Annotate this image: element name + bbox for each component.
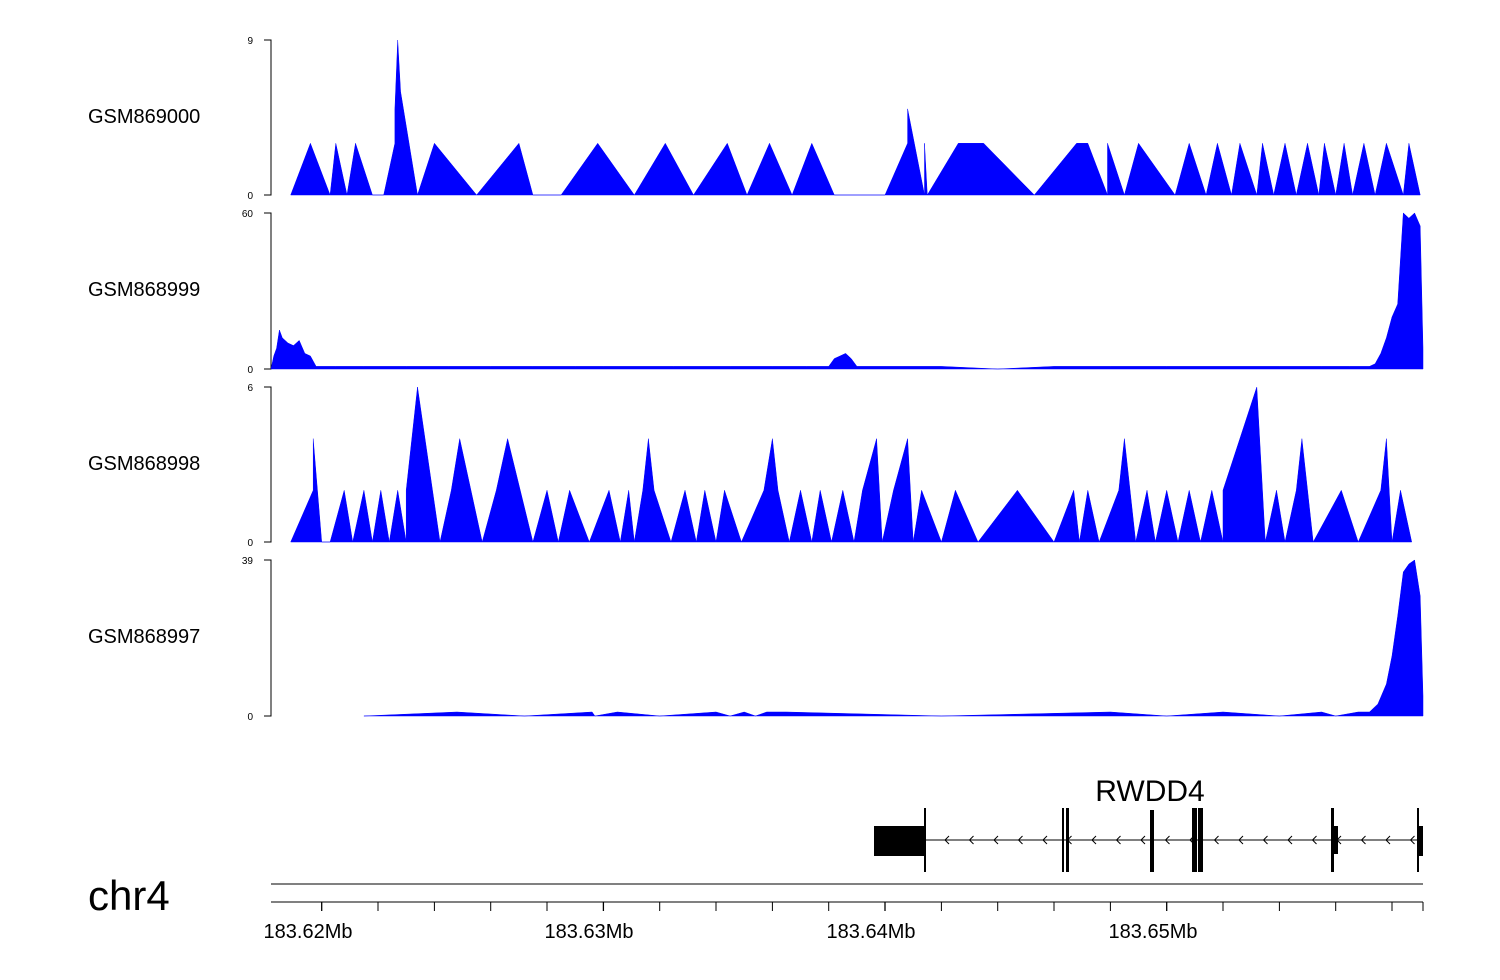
gene-exon bbox=[1331, 808, 1334, 872]
x-tick-label-183-63: 183.63Mb bbox=[545, 921, 634, 943]
y-max-label-gsm868997: 39 bbox=[242, 556, 254, 567]
gene-exon bbox=[1192, 808, 1197, 872]
gene-exon bbox=[1418, 826, 1423, 856]
gene-model bbox=[874, 808, 1423, 872]
strand-chevron bbox=[1385, 835, 1391, 845]
strand-chevron bbox=[1311, 835, 1317, 845]
gene-exon bbox=[1333, 826, 1338, 854]
strand-chevron bbox=[1115, 835, 1121, 845]
track-label-gsm869000: GSM869000 bbox=[88, 106, 200, 128]
strand-chevron bbox=[1140, 835, 1146, 845]
axis-ticks bbox=[321, 902, 1424, 911]
strand-chevron bbox=[1409, 835, 1415, 845]
gene-exon bbox=[1150, 810, 1154, 872]
strand-chevron bbox=[1360, 835, 1366, 845]
signal-area-gsm868999 bbox=[270, 212, 1424, 370]
strand-chevron bbox=[944, 835, 950, 845]
gene-exon bbox=[924, 808, 926, 872]
y-axis-gsm868999 bbox=[264, 212, 272, 370]
strand-chevron bbox=[1091, 835, 1097, 845]
strand-chevron bbox=[1042, 835, 1048, 845]
strand-chevron bbox=[1017, 835, 1023, 845]
y-axis-gsm868997 bbox=[264, 559, 272, 717]
y-min-label-gsm868998: 0 bbox=[247, 538, 253, 549]
y-min-label-gsm868997: 0 bbox=[247, 712, 253, 723]
gene-exon bbox=[1062, 808, 1064, 872]
signal-area-gsm869000 bbox=[290, 39, 1421, 196]
track-label-gsm868997: GSM868997 bbox=[88, 626, 200, 648]
strand-chevron bbox=[993, 835, 999, 845]
strand-chevron bbox=[1287, 835, 1293, 845]
gene-exon bbox=[1066, 808, 1069, 872]
signal-tracks bbox=[264, 39, 1424, 717]
y-axis-gsm869000 bbox=[264, 39, 272, 196]
strand-chevron bbox=[1262, 835, 1268, 845]
gene-exon bbox=[874, 826, 924, 856]
x-tick-label-183-62: 183.62Mb bbox=[264, 921, 353, 943]
y-max-label-gsm868998: 6 bbox=[247, 383, 253, 394]
strand-chevron bbox=[968, 835, 974, 845]
gene-exon bbox=[1198, 808, 1203, 872]
y-max-label-gsm868999: 60 bbox=[242, 209, 254, 220]
y-max-label-gsm869000: 9 bbox=[247, 36, 253, 47]
signal-area-gsm868998 bbox=[290, 386, 1413, 543]
track-label-gsm868999: GSM868999 bbox=[88, 279, 200, 301]
x-tick-label-183-64: 183.64Mb bbox=[827, 921, 916, 943]
signal-area-gsm868997 bbox=[363, 559, 1424, 717]
y-min-label-gsm869000: 0 bbox=[247, 191, 253, 202]
x-tick-label-183-65: 183.65Mb bbox=[1109, 921, 1198, 943]
strand-chevron bbox=[1164, 835, 1170, 845]
gene-label: RWDD4 bbox=[1095, 775, 1204, 808]
y-axis-gsm868998 bbox=[264, 386, 272, 543]
strand-chevron bbox=[1238, 835, 1244, 845]
strand-chevron bbox=[1213, 835, 1219, 845]
y-min-label-gsm868999: 0 bbox=[247, 365, 253, 376]
track-label-gsm868998: GSM868998 bbox=[88, 453, 200, 475]
chromosome-label: chr4 bbox=[88, 872, 170, 919]
